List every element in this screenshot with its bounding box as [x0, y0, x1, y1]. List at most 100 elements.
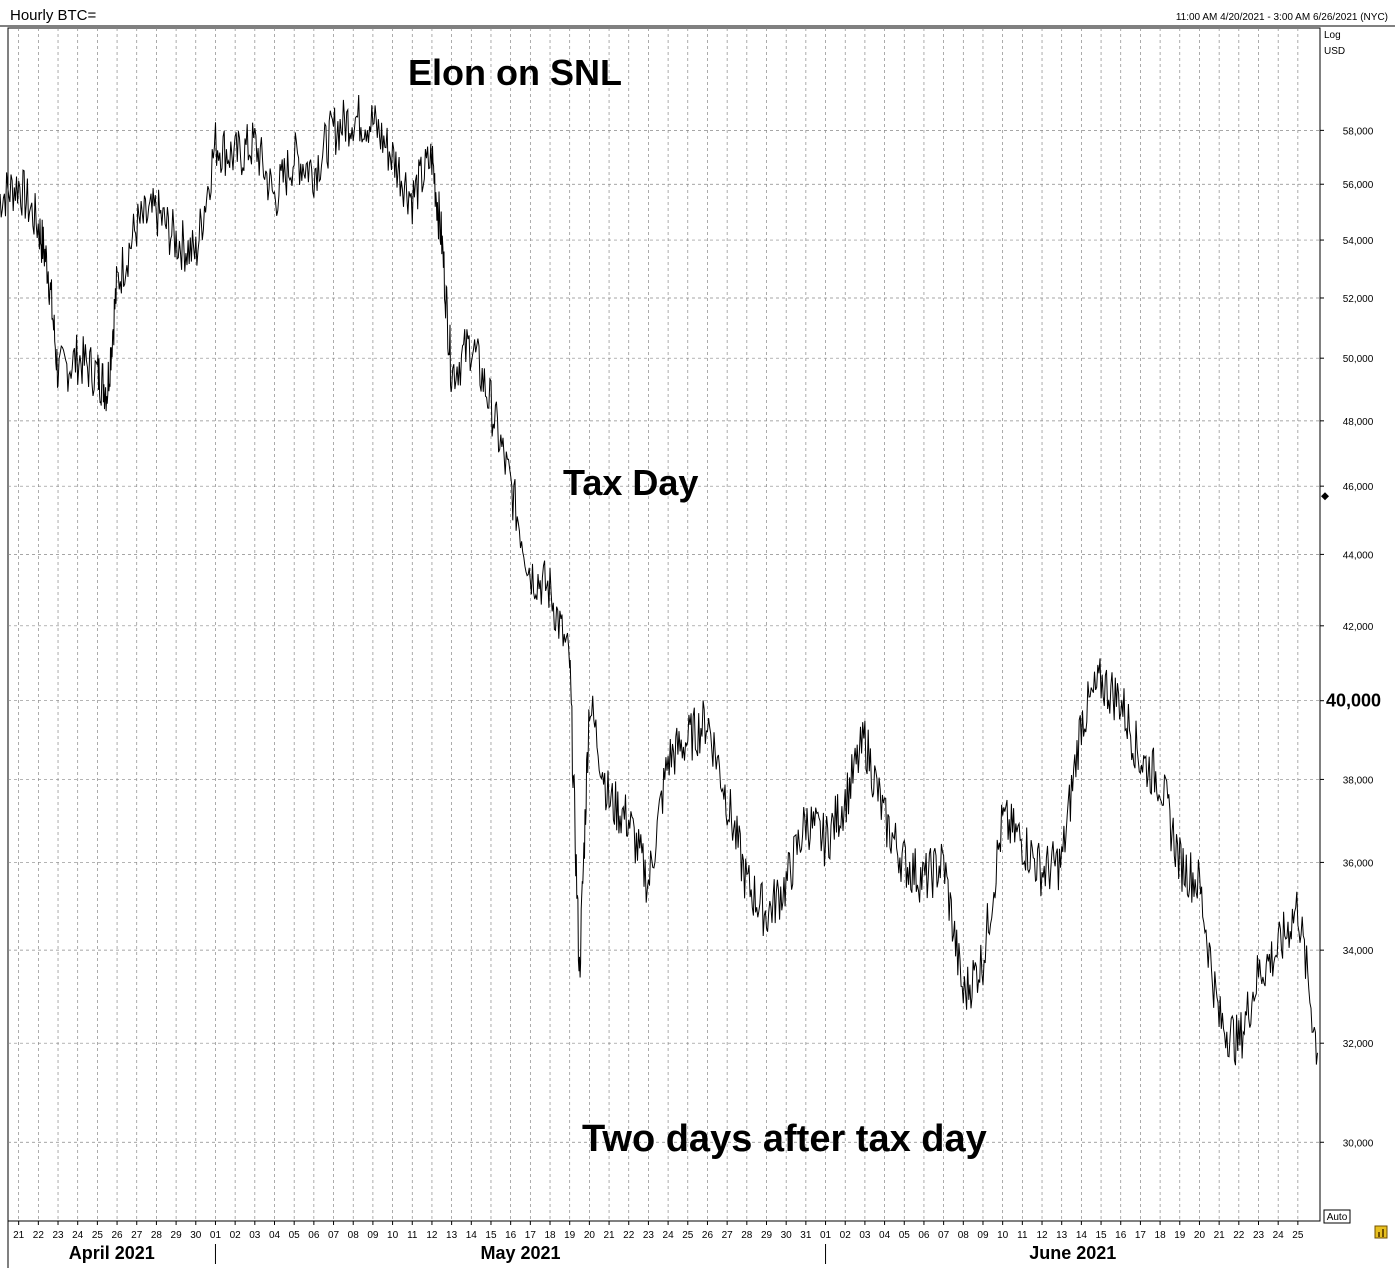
x-tick-label: 22 — [623, 1230, 635, 1241]
annotation-label: Two days after tax day — [582, 1118, 987, 1160]
x-tick-label: 15 — [1095, 1230, 1107, 1241]
x-tick-label: 17 — [525, 1230, 537, 1241]
x-tick-label: 19 — [564, 1230, 576, 1241]
x-axis: 21 22 23 24 25 26 27 28 29 30 01 02 03 04 05 06 07 08 09 10… — [13, 1221, 1304, 1264]
y-axis: 58,000 56,000 54,000 52,000 50,000 48,000 46,0… — [1320, 126, 1381, 1149]
x-tick-label: 05 — [899, 1230, 911, 1241]
x-tick-label: 09 — [977, 1230, 989, 1241]
x-tick-label: 03 — [859, 1230, 871, 1241]
x-tick-label: 29 — [761, 1230, 773, 1241]
month-label: June 2021 — [1029, 1243, 1116, 1263]
x-tick-label: 21 — [13, 1230, 25, 1241]
x-tick-label: 30 — [190, 1230, 202, 1241]
x-tick-label: 06 — [918, 1230, 930, 1241]
x-tick-label: 24 — [72, 1230, 84, 1241]
x-tick-label: 27 — [131, 1230, 143, 1241]
y-tick-label: 48,000 — [1343, 417, 1374, 428]
x-tick-label: 23 — [643, 1230, 655, 1241]
x-tick-label: 27 — [722, 1230, 734, 1241]
x-tick-label: 29 — [171, 1230, 183, 1241]
y-tick-label: 52,000 — [1343, 294, 1374, 305]
y-tick-label: 54,000 — [1343, 236, 1374, 247]
annotation-label: Elon on SNL — [408, 52, 622, 93]
x-tick-label: 19 — [1174, 1230, 1186, 1241]
x-tick-label: 12 — [1036, 1230, 1048, 1241]
x-tick-label: 05 — [289, 1230, 301, 1241]
x-tick-label: 02 — [230, 1230, 242, 1241]
y-tick-label: 44,000 — [1343, 550, 1374, 561]
annotation-label: Tax Day — [563, 462, 698, 503]
x-tick-label: 18 — [1155, 1230, 1167, 1241]
y-tick-label: 32,000 — [1343, 1039, 1374, 1050]
y-tick-label: 38,000 — [1343, 775, 1374, 786]
x-tick-label: 09 — [367, 1230, 379, 1241]
x-tick-label: 28 — [741, 1230, 753, 1241]
x-tick-label: 04 — [879, 1230, 891, 1241]
y-tick-label: 46,000 — [1343, 482, 1374, 493]
x-tick-label: 04 — [269, 1230, 281, 1241]
x-tick-label: 22 — [33, 1230, 45, 1241]
x-tick-label: 14 — [466, 1230, 478, 1241]
x-tick-label: 17 — [1135, 1230, 1147, 1241]
header-bar — [0, 0, 1395, 26]
y-tick-label: 30,000 — [1343, 1138, 1374, 1149]
x-tick-label: 07 — [938, 1230, 950, 1241]
chart-title: Hourly BTC= — [10, 7, 97, 24]
x-tick-label: 23 — [1253, 1230, 1265, 1241]
x-tick-label: 21 — [1214, 1230, 1226, 1241]
y-tick-label: 40,000 — [1326, 691, 1381, 711]
x-tick-label: 08 — [958, 1230, 970, 1241]
x-tick-label: 20 — [1194, 1230, 1206, 1241]
log-scale-label: Log — [1324, 30, 1341, 41]
x-tick-label: 20 — [584, 1230, 596, 1241]
x-tick-label: 12 — [426, 1230, 438, 1241]
month-label: May 2021 — [480, 1243, 560, 1263]
x-tick-label: 26 — [702, 1230, 714, 1241]
x-tick-label: 21 — [603, 1230, 615, 1241]
x-tick-label: 03 — [249, 1230, 261, 1241]
annotations: Elon on SNL Tax Day Two days after tax day — [408, 52, 987, 1160]
x-tick-label: 16 — [1115, 1230, 1127, 1241]
y-tick-label: 58,000 — [1343, 126, 1374, 137]
y-tick-label: 34,000 — [1343, 946, 1374, 957]
x-tick-label: 10 — [387, 1230, 399, 1241]
x-tick-label: 31 — [800, 1230, 812, 1241]
gridlines — [8, 28, 1320, 1221]
y-tick-label: 56,000 — [1343, 180, 1374, 191]
x-tick-label: 02 — [840, 1230, 852, 1241]
x-tick-label: 08 — [348, 1230, 360, 1241]
time-range-label: 11:00 AM 4/20/2021 - 3:00 AM 6/26/2021 (… — [1176, 12, 1388, 23]
currency-label: USD — [1324, 46, 1345, 57]
y-tick-label: 50,000 — [1343, 354, 1374, 365]
chart-settings-icon[interactable] — [1374, 1225, 1388, 1239]
last-value-marker — [1321, 492, 1329, 501]
x-tick-label: 25 — [92, 1230, 104, 1241]
x-tick-label: 07 — [328, 1230, 340, 1241]
x-tick-label: 18 — [544, 1230, 556, 1241]
x-tick-label: 28 — [151, 1230, 163, 1241]
x-tick-label: 14 — [1076, 1230, 1088, 1241]
x-tick-label: 11 — [1017, 1230, 1028, 1241]
auto-scale-button[interactable] — [1323, 1209, 1351, 1224]
price-series — [0, 94, 1318, 1066]
x-tick-label: 01 — [820, 1230, 832, 1241]
x-tick-label: 26 — [111, 1230, 123, 1241]
x-tick-label: 25 — [682, 1230, 694, 1241]
x-tick-label: 24 — [663, 1230, 675, 1241]
x-tick-label: 30 — [781, 1230, 793, 1241]
x-tick-label: 10 — [997, 1230, 1009, 1241]
x-tick-label: 25 — [1292, 1230, 1304, 1241]
x-tick-label: 11 — [407, 1230, 418, 1241]
x-tick-label: 01 — [210, 1230, 222, 1241]
month-label: April 2021 — [69, 1243, 155, 1263]
x-tick-label: 22 — [1233, 1230, 1245, 1241]
x-tick-label: 06 — [308, 1230, 320, 1241]
auto-scale-label[interactable]: Auto — [1327, 1212, 1348, 1223]
x-tick-label: 24 — [1273, 1230, 1285, 1241]
x-tick-label: 13 — [446, 1230, 458, 1241]
y-tick-label: 36,000 — [1343, 858, 1374, 869]
x-tick-label: 23 — [52, 1230, 64, 1241]
btc-price-line — [0, 94, 1318, 1066]
x-tick-label: 15 — [485, 1230, 497, 1241]
